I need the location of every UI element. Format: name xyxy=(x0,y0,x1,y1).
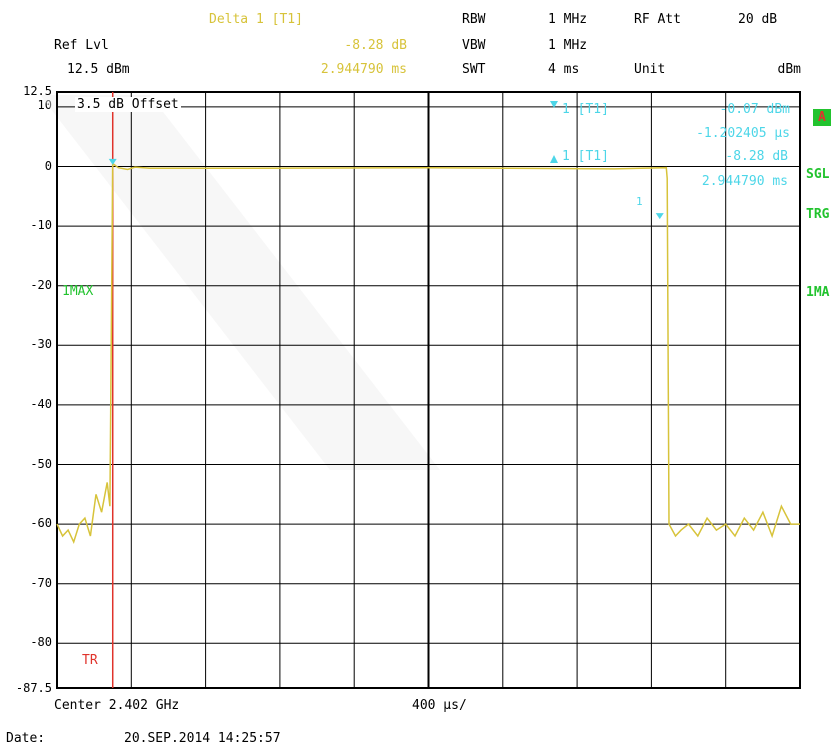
delta1-label: 1 [T1] xyxy=(562,149,609,164)
delta-marker-symbol xyxy=(655,213,664,220)
side-label-ma: 1MA xyxy=(806,285,830,300)
y-tick-label: -50 xyxy=(30,456,52,471)
rbw-label: RBW xyxy=(462,12,486,27)
y-tick-label: 0 xyxy=(44,158,52,173)
trigger-label: TR xyxy=(82,653,98,668)
marker-legend-symbol xyxy=(550,101,558,108)
y-tick-label: -60 xyxy=(30,516,52,531)
center-frequency: Center 2.402 GHz xyxy=(54,698,180,713)
delta-level: -8.28 dB xyxy=(344,38,407,53)
y-tick-label: -10 xyxy=(30,218,52,233)
rf-att-value: 20 dB xyxy=(738,12,778,27)
delta-legend-symbol xyxy=(550,155,558,163)
y-tick-label: -80 xyxy=(30,635,52,650)
watermark-band xyxy=(40,95,440,470)
delta-label: Delta 1 [T1] xyxy=(209,12,303,27)
vbw-label: VBW xyxy=(462,38,486,53)
plot-frame xyxy=(56,91,801,689)
unit-label: Unit xyxy=(634,62,666,77)
marker1-level: -0.07 dBm xyxy=(719,102,790,117)
delta-time: 2.944790 ms xyxy=(320,62,407,77)
marker1-label: 1 [T1] xyxy=(562,102,609,117)
side-label-trg: TRG xyxy=(806,207,830,222)
trace-label: 1MAX xyxy=(62,284,94,299)
swt-label: SWT xyxy=(462,62,486,77)
rf-att-label: RF Att xyxy=(634,12,681,27)
y-tick-label: -70 xyxy=(30,575,52,590)
unit-value: dBm xyxy=(777,62,801,77)
date-label: Date: xyxy=(6,731,46,746)
y-tick-label: -30 xyxy=(30,337,52,352)
delta-marker-number: 1 xyxy=(636,195,643,208)
delta1-time: 2.944790 ms xyxy=(701,174,788,189)
y-tick-label: -20 xyxy=(30,277,52,292)
delta1-level: -8.28 dB xyxy=(725,149,788,164)
trace-line xyxy=(56,162,800,545)
marker-1-symbol xyxy=(108,158,117,165)
marker1-time: -1.202405 µs xyxy=(696,126,790,141)
y-tick-label: -87.5 xyxy=(15,681,52,695)
side-label-sgl: SGL xyxy=(806,167,830,182)
offset-label: 3.5 dB Offset xyxy=(75,97,181,112)
ref-lvl-label: Ref Lvl xyxy=(54,38,109,53)
rbw-value: 1 MHz xyxy=(548,12,588,27)
swt-value: 4 ms xyxy=(548,62,580,77)
date-value: 20.SEP.2014 14:25:57 xyxy=(124,731,281,746)
y-tick-label: 10 xyxy=(37,98,52,112)
ref-lvl-value: 12.5 dBm xyxy=(67,62,130,77)
y-tick-label: -40 xyxy=(30,396,52,411)
vbw-value: 1 MHz xyxy=(548,38,588,53)
side-label-a: A xyxy=(813,109,831,126)
y-tick-label: 12.5 xyxy=(23,84,52,98)
span-per-division: 400 µs/ xyxy=(412,698,467,713)
